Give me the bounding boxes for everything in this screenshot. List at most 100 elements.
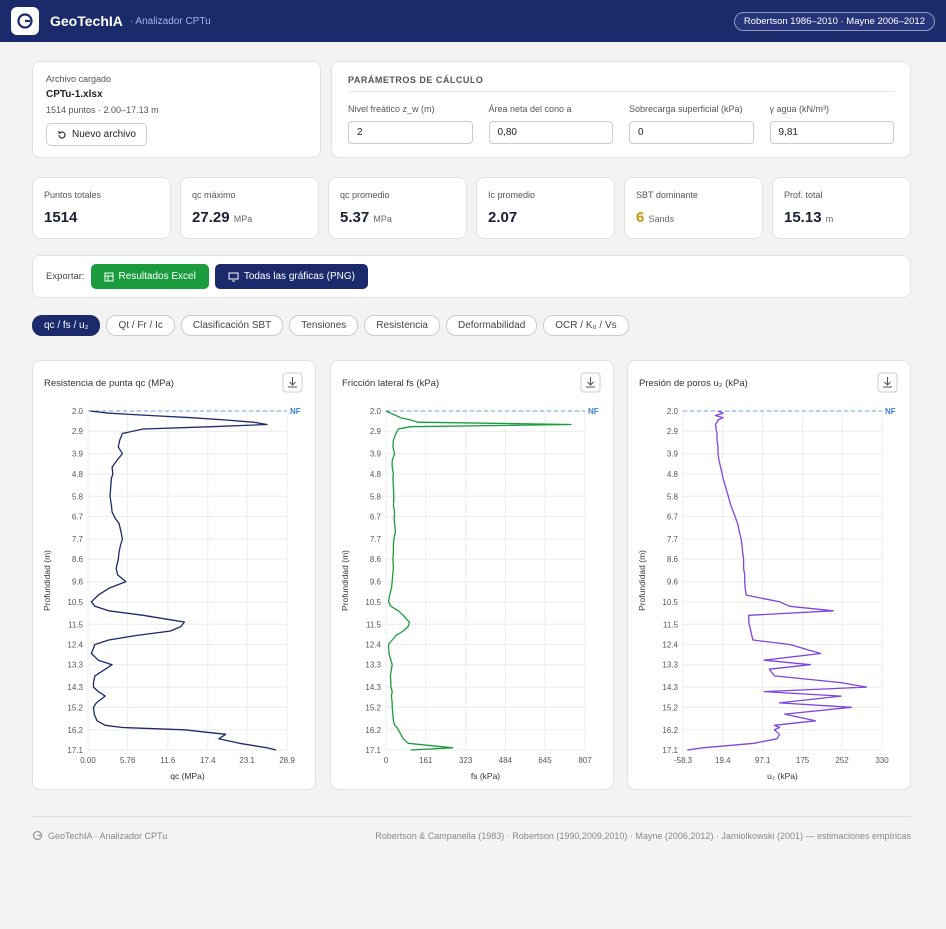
param-input[interactable]: 0 [629, 121, 754, 144]
header: GeoTechIA · Analizador CPTu Robertson 19… [0, 0, 946, 42]
stat-value-row: 15.13 m [784, 209, 899, 226]
y-tick-label: 13.3 [365, 661, 381, 670]
tab[interactable]: Qt / Fr / Ic [106, 315, 175, 336]
download-icon [288, 377, 297, 388]
plot-frame [682, 410, 883, 751]
button-label: Nuevo archivo [72, 129, 136, 140]
button-label: Resultados Excel [118, 271, 196, 282]
x-tick-label: 5.76 [120, 756, 136, 765]
download-icon [883, 377, 892, 388]
file-info: 1514 puntos · 2.00–17.13 m [46, 105, 159, 115]
water-table-label: NF [885, 407, 896, 416]
profile-line [385, 410, 572, 751]
stat-card: Puntos totales 1514 [32, 177, 171, 239]
stat-unit: Sands [648, 214, 675, 224]
y-tick-label: 2.9 [370, 427, 382, 436]
x-tick-label: 0 [384, 756, 389, 765]
tab[interactable]: Deformabilidad [446, 315, 538, 336]
x-tick-label: 0.00 [80, 756, 96, 765]
plot-frame [385, 410, 586, 751]
tab[interactable]: qc / fs / u₂ [32, 315, 101, 336]
tab[interactable]: Resistencia [364, 315, 440, 336]
y-tick-label: 16.2 [662, 726, 678, 735]
y-tick-label: 4.8 [667, 470, 679, 479]
y-tick-label: 14.3 [67, 683, 83, 692]
stat-label: Prof. total [784, 190, 823, 200]
y-tick-label: 15.2 [365, 703, 381, 712]
y-tick-label: 7.7 [370, 535, 382, 544]
x-tick-label: 97.1 [755, 756, 771, 765]
stat-card: Prof. total 15.13 m [772, 177, 911, 239]
footer-right: Robertson & Campanella (1983) · Robertso… [375, 830, 911, 841]
x-tick-label: 17.4 [200, 756, 216, 765]
x-tick-label: 252 [835, 756, 849, 765]
stat-label: qc promedio [340, 190, 390, 200]
chart: Presión de poros u₂ (kPa) -58.3 19.4 97.1 17… [637, 372, 898, 781]
x-tick-label: 23.1 [239, 756, 255, 765]
stat-unit: m [825, 214, 834, 224]
y-tick-label: 11.5 [366, 620, 382, 629]
footer-left: GeoTechIA · Analizador CPTu [48, 830, 168, 841]
chart-card: Fricción lateral fs (kPa) 0 161 323 484 645 80… [330, 360, 614, 790]
stat-card: SBT dominante 6 Sands [624, 177, 763, 239]
file-label: Archivo cargado [46, 74, 112, 84]
param-input[interactable]: 0,80 [488, 121, 613, 144]
excel-button[interactable]: Resultados Excel [90, 264, 209, 289]
icon [104, 272, 114, 281]
stat-label: SBT dominante [636, 190, 698, 200]
chart-card: Resistencia de punta qc (MPa) 0.00 5.76 11.… [32, 360, 316, 790]
stats-row: Puntos totales 1514 qc máximo 27.29 MPa qc p… [32, 177, 911, 239]
y-tick-label: 2.0 [72, 407, 84, 416]
stat-card: qc máximo 27.29 MPa [180, 177, 319, 239]
params-card: PARÁMETROS DE CÁLCULO Nivel freático z_w… [331, 61, 911, 158]
y-tick-label: 13.3 [662, 661, 678, 670]
y-tick-label: 3.9 [72, 450, 84, 459]
param-field: Sobrecarga superficial (kPa) 0 [629, 104, 754, 144]
footer: GeoTechIA · Analizador CPTu Robertson & … [32, 816, 911, 841]
download-button[interactable] [580, 372, 601, 393]
param-input[interactable]: 9,81 [769, 121, 894, 144]
x-tick-label: 807 [578, 756, 592, 765]
x-tick-label: 330 [875, 756, 889, 765]
param-field: γ agua (kN/m³) 9,81 [769, 104, 894, 144]
download-button[interactable] [282, 372, 303, 393]
y-tick-label: 5.8 [370, 492, 382, 501]
export-card: Exportar: Resultados Excel Todas las grá… [32, 255, 911, 298]
tab[interactable]: OCR / K₀ / Vs [543, 315, 629, 336]
x-axis-label: qc (MPa) [170, 771, 205, 781]
tab[interactable]: Tensiones [289, 315, 359, 336]
chart: Resistencia de punta qc (MPa) 0.00 5.76 11.… [42, 372, 303, 781]
chart-title: Presión de poros u₂ (kPa) [639, 378, 748, 389]
x-tick-label: 175 [796, 756, 810, 765]
y-tick-label: 10.5 [67, 598, 83, 607]
y-tick-label: 12.4 [662, 640, 678, 649]
y-tick-label: 6.7 [72, 513, 84, 522]
water-table-label: NF [588, 407, 599, 416]
stat-value-row: 5.37 MPa [340, 209, 455, 226]
download-button[interactable] [877, 372, 898, 393]
png-button[interactable]: Todas las gráficas (PNG) [214, 264, 368, 289]
logo-icon [17, 13, 33, 29]
param-label: Sobrecarga superficial (kPa) [629, 104, 743, 114]
stat-card: qc promedio 5.37 MPa [328, 177, 467, 239]
file-card: Archivo cargado CPTu-1.xlsx 1514 puntos … [32, 61, 321, 158]
water-table-label: NF [290, 407, 301, 416]
footer-icon [32, 830, 43, 841]
x-tick-label: 161 [419, 756, 433, 765]
badge: Robertson 1986–2010 · Mayne 2006–2012 [733, 11, 935, 31]
y-tick-label: 6.7 [667, 513, 679, 522]
plot-frame [87, 410, 288, 751]
chart-card: Presión de poros u₂ (kPa) -58.3 19.4 97.1 17… [627, 360, 911, 790]
logo[interactable] [11, 7, 39, 35]
stat-value: 15.13 [784, 209, 822, 226]
y-tick-label: 16.2 [67, 726, 83, 735]
y-tick-label: 11.5 [663, 620, 679, 629]
new-file-button[interactable]: Nuevo archivo [46, 123, 147, 146]
y-tick-label: 3.9 [370, 450, 382, 459]
stat-unit: MPa [373, 214, 392, 224]
stat-value: 2.07 [488, 209, 518, 226]
chart-title: Fricción lateral fs (kPa) [342, 378, 439, 389]
tab[interactable]: Clasificación SBT [180, 315, 284, 336]
param-input[interactable]: 2 [348, 121, 473, 144]
stat-unit: MPa [233, 214, 253, 224]
